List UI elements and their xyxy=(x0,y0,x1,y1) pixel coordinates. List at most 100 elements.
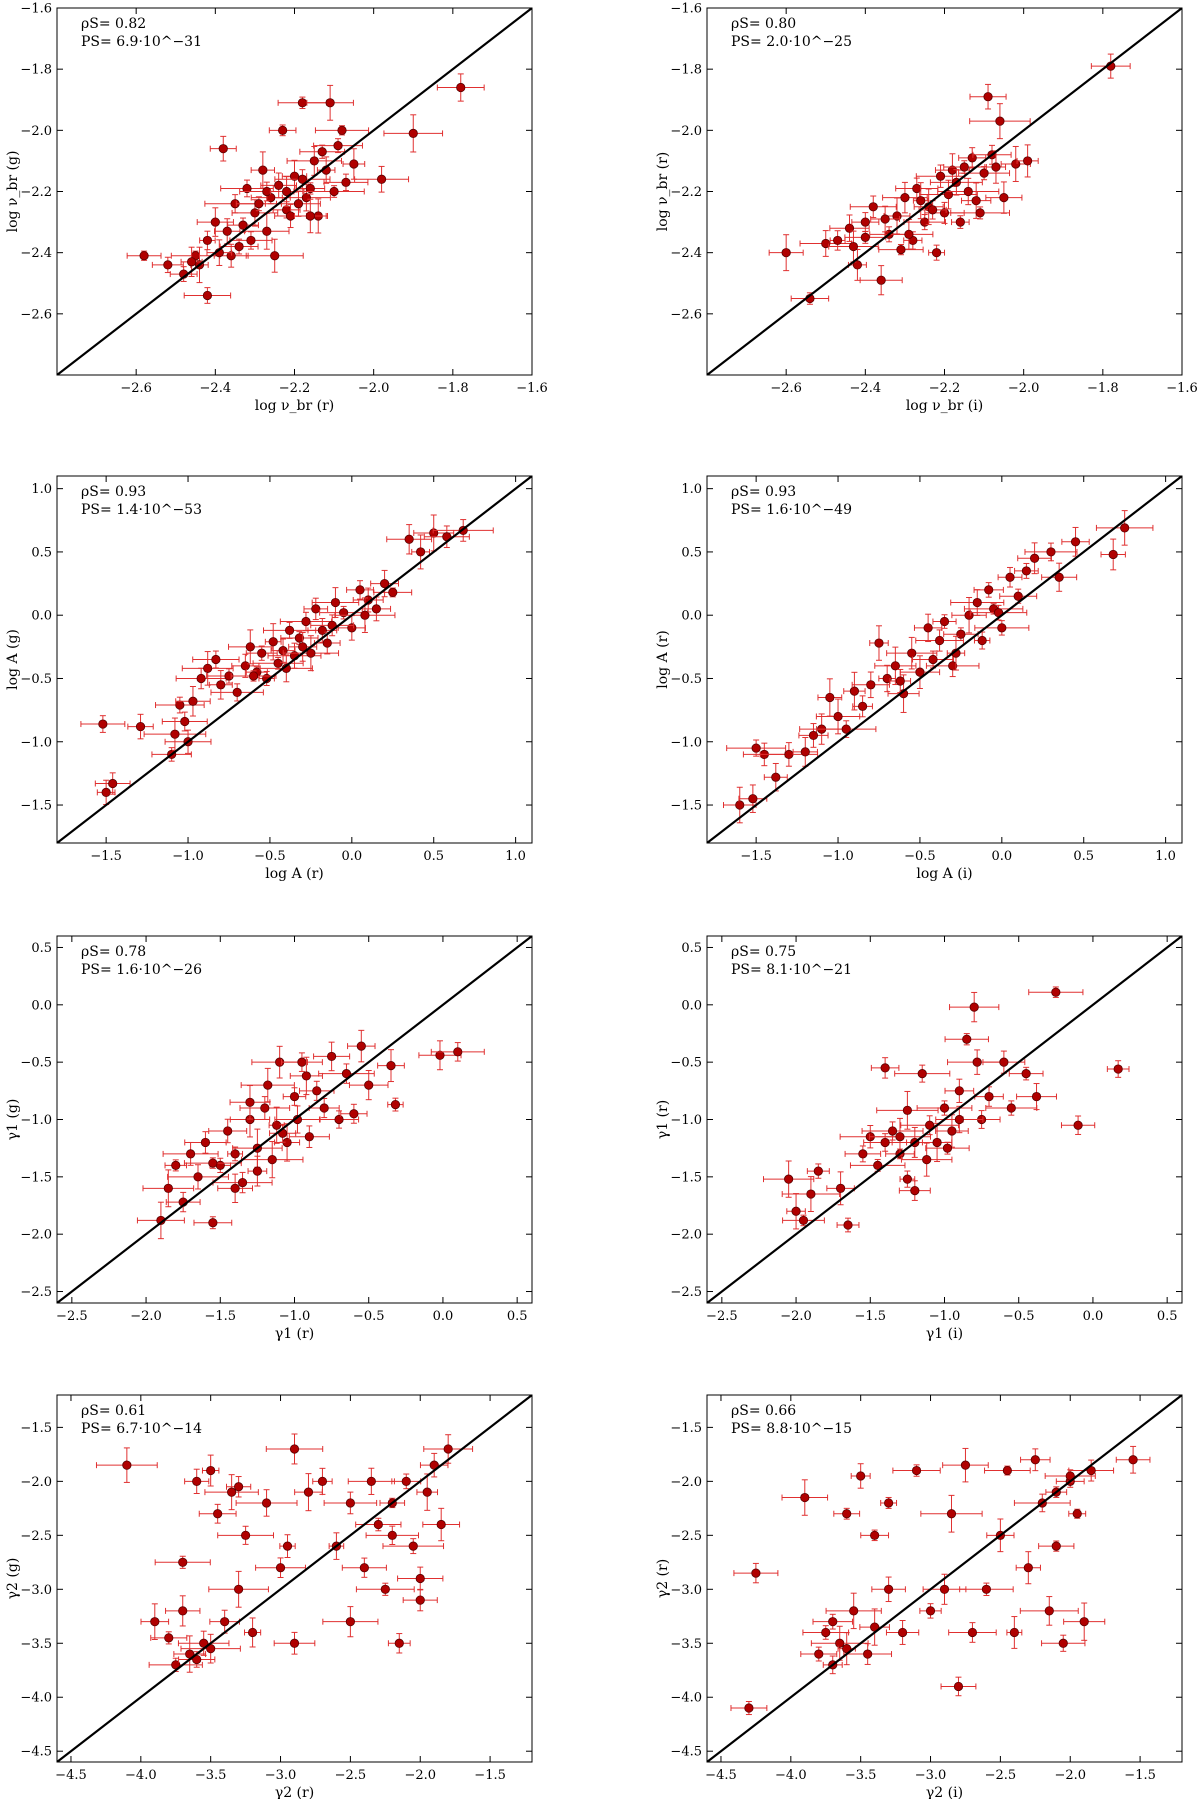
data-point-group xyxy=(880,1496,898,1509)
data-point-group xyxy=(1115,1445,1151,1474)
data-point-group xyxy=(999,588,1038,604)
data-point-group xyxy=(892,1464,941,1477)
data-point xyxy=(833,235,843,246)
data-point xyxy=(858,1149,868,1159)
x-tick-label: −2.0 xyxy=(358,381,390,396)
data-point-group xyxy=(781,1479,829,1516)
data-point-group xyxy=(193,1216,233,1230)
y-tick-label: 0.5 xyxy=(31,545,52,560)
data-point xyxy=(870,1530,880,1540)
data-point-group xyxy=(949,991,1000,1023)
data-point xyxy=(890,661,900,671)
data-point-group xyxy=(311,587,360,618)
x-tick-label: −1.5 xyxy=(474,1768,506,1783)
data-point xyxy=(876,275,886,285)
data-point xyxy=(852,260,863,270)
x-tick-label: −3.5 xyxy=(195,1768,227,1783)
data-point-group xyxy=(868,1117,931,1156)
data-point xyxy=(252,1166,262,1176)
data-point-group xyxy=(886,636,938,670)
y-tick-label: −1.5 xyxy=(670,1421,702,1436)
data-point xyxy=(258,165,268,175)
data-point-group xyxy=(850,1463,871,1489)
data-point-group xyxy=(928,244,946,261)
rho-annotation: ρS= 0.82 xyxy=(81,16,146,32)
data-point-group xyxy=(900,1142,953,1177)
data-point xyxy=(394,1638,404,1648)
data-point-group xyxy=(899,655,941,690)
data-point xyxy=(935,171,946,181)
data-point xyxy=(791,1206,801,1216)
data-point-group xyxy=(273,1631,316,1655)
data-point-group xyxy=(354,165,410,193)
data-point-group xyxy=(974,620,1030,636)
data-point-group xyxy=(365,1525,419,1546)
data-point-group xyxy=(96,779,116,806)
data-point xyxy=(267,1155,277,1165)
data-point-group xyxy=(208,1570,269,1608)
data-point-group xyxy=(269,176,304,207)
data-point-group xyxy=(199,230,216,251)
data-point xyxy=(932,1137,942,1148)
data-point xyxy=(806,1189,816,1199)
data-point xyxy=(366,1476,376,1486)
data-point-group xyxy=(913,613,943,643)
data-point-group xyxy=(386,524,433,555)
data-point xyxy=(304,1132,314,1142)
data-point xyxy=(735,800,745,810)
data-point xyxy=(948,661,958,671)
data-point xyxy=(912,183,922,194)
data-point xyxy=(139,251,149,261)
data-point xyxy=(915,667,925,677)
x-tick-label: 0.0 xyxy=(341,849,362,864)
data-point xyxy=(234,241,244,252)
data-point xyxy=(1051,987,1061,997)
p-annotation: PS= 6.7·10^−14 xyxy=(81,1421,202,1437)
data-point-group xyxy=(347,1467,395,1495)
data-point-group xyxy=(303,185,365,198)
data-point-group xyxy=(894,1064,951,1083)
data-point xyxy=(301,193,311,203)
data-point-group xyxy=(268,124,297,137)
x-tick-label: −2.0 xyxy=(404,1768,436,1783)
data-point-group xyxy=(265,1433,324,1465)
x-axis-label: γ1 (r) xyxy=(275,1326,314,1342)
y-tick-label: −2.0 xyxy=(20,1228,52,1243)
data-point xyxy=(227,1487,237,1497)
data-point xyxy=(373,1519,383,1530)
data-point xyxy=(333,141,343,151)
x-tick-label: −2.2 xyxy=(279,381,311,396)
data-point xyxy=(1006,1103,1016,1113)
data-point-group xyxy=(247,1155,268,1187)
data-point-group xyxy=(900,1115,960,1136)
data-point xyxy=(270,251,280,261)
data-point-group xyxy=(422,1507,461,1542)
data-point xyxy=(273,658,283,668)
data-point xyxy=(910,1186,920,1196)
data-point-group xyxy=(318,1110,360,1129)
data-point-group xyxy=(280,1052,323,1072)
y-tick-label: −3.0 xyxy=(670,1583,702,1598)
data-point-group xyxy=(950,589,1005,616)
data-point xyxy=(245,1097,255,1107)
data-point-group xyxy=(244,1617,262,1648)
data-point-group xyxy=(178,1651,216,1668)
data-point-group xyxy=(95,1447,158,1483)
data-point xyxy=(907,648,917,658)
data-point xyxy=(240,661,250,671)
data-point xyxy=(939,1584,950,1594)
y-tick-label: −1.6 xyxy=(20,2,52,17)
y-tick-label: 0.0 xyxy=(31,998,52,1013)
data-point-group xyxy=(154,1555,211,1569)
data-point xyxy=(798,1215,809,1226)
data-point-group xyxy=(192,650,240,669)
data-point-group xyxy=(204,1474,259,1511)
x-tick-label: −2.5 xyxy=(706,1309,738,1324)
data-point-group xyxy=(973,631,991,650)
data-point-group xyxy=(851,671,890,699)
y-tick-label: −2.5 xyxy=(670,1285,702,1300)
data-point xyxy=(999,193,1009,203)
y-tick-label: −1.5 xyxy=(670,1170,702,1185)
data-point-group xyxy=(150,1631,188,1645)
data-point xyxy=(923,623,933,633)
